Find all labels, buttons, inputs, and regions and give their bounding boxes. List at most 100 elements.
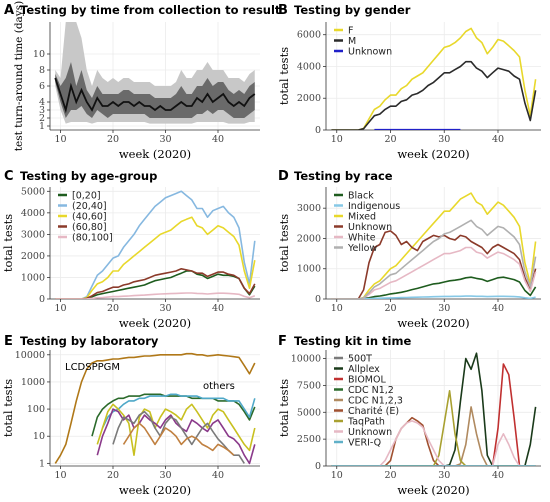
panel-label: B bbox=[278, 3, 288, 18]
plot-marks bbox=[331, 352, 537, 466]
panel-title: Testing by gender bbox=[294, 3, 411, 17]
y-tick-label: 10000 bbox=[15, 350, 45, 361]
x-tick-label: 30 bbox=[159, 303, 171, 314]
legend-label: Black bbox=[348, 191, 374, 202]
y-tick-label: 0 bbox=[39, 294, 45, 305]
panel-title: Testing by race bbox=[294, 169, 393, 183]
panel-title: Testing kit in time bbox=[294, 334, 411, 348]
y-tick-label: 2500 bbox=[297, 434, 321, 445]
plot-marks bbox=[331, 27, 537, 130]
x-axis-label: week (2020) bbox=[397, 316, 469, 330]
series-line-2 bbox=[101, 393, 256, 429]
annotation: LCDSPPGM bbox=[65, 362, 120, 373]
y-axis-label: total tests bbox=[277, 214, 291, 272]
panel-f: F Testing kit in time 10 20 30 40 0 2500 5000 750… bbox=[277, 334, 541, 497]
plot-marks bbox=[331, 192, 537, 299]
legend-label: White bbox=[348, 233, 376, 244]
x-tick-label: 10 bbox=[54, 134, 66, 145]
series-line-4 bbox=[96, 408, 256, 465]
ticks: 10 20 30 40 0 2000 4000 6000 bbox=[297, 30, 504, 145]
y-tick-label: 1000 bbox=[21, 377, 45, 388]
x-axis-label: week (2020) bbox=[119, 483, 191, 497]
legend-label: Unknown bbox=[348, 47, 392, 58]
y-tick-label: 2000 bbox=[297, 93, 321, 104]
y-tick-label: 10 bbox=[33, 49, 45, 60]
x-axis-label: week (2020) bbox=[397, 147, 469, 161]
plot-area bbox=[326, 350, 541, 466]
x-axis-label: week (2020) bbox=[119, 316, 191, 330]
y-axis-label: test turn-around time (days) bbox=[13, 1, 25, 151]
y-tick-label: 2 bbox=[39, 113, 45, 124]
panel-label: A bbox=[4, 3, 14, 18]
y-tick-label: 2000 bbox=[21, 251, 45, 262]
legend: [0,20](20,40](40,60](60,80](80,100] bbox=[58, 191, 113, 244]
panel-b: B Testing by gender 10 20 30 40 0 2000 4000 6000 w… bbox=[277, 3, 541, 161]
x-tick-label: 10 bbox=[54, 470, 66, 481]
x-tick-label: 40 bbox=[212, 470, 224, 481]
x-tick-label: 20 bbox=[384, 134, 396, 145]
x-tick-label: 20 bbox=[107, 303, 119, 314]
legend-label: [0,20] bbox=[72, 191, 101, 202]
y-tick-label: 4 bbox=[39, 97, 45, 108]
y-axis-label: total tests bbox=[277, 47, 291, 105]
series-line-2 bbox=[55, 216, 256, 299]
y-tick-label: 8 bbox=[39, 65, 45, 76]
legend-label: Allplex bbox=[348, 364, 380, 375]
y-axis-label: total tests bbox=[277, 379, 291, 437]
series-line-2 bbox=[331, 363, 536, 466]
y-tick-label: 10 bbox=[33, 431, 45, 442]
series-line-4 bbox=[55, 292, 256, 299]
y-tick-label: 0 bbox=[315, 461, 321, 472]
panel-label: D bbox=[278, 169, 289, 184]
series-line-3 bbox=[96, 403, 256, 456]
y-tick-label: 6000 bbox=[297, 30, 321, 41]
y-tick-label: 4000 bbox=[297, 61, 321, 72]
panel-title: Testing by time from collection to resul… bbox=[20, 3, 281, 17]
panel-title: Testing by laboratory bbox=[20, 334, 159, 348]
panel-label: F bbox=[278, 334, 287, 349]
gridlines bbox=[50, 350, 260, 466]
legend-label: Indigenous bbox=[348, 201, 400, 212]
legend-label: Unknown bbox=[348, 222, 392, 233]
legend-label: Yellow bbox=[347, 243, 377, 254]
panel-a: A Testing by time from collection to resu… bbox=[4, 1, 281, 161]
iqr-band bbox=[55, 62, 255, 118]
median-line bbox=[54, 77, 256, 114]
x-tick-label: 30 bbox=[159, 134, 171, 145]
x-tick-label: 20 bbox=[107, 134, 119, 145]
annotation: others bbox=[203, 381, 235, 392]
plot-marks bbox=[55, 190, 256, 299]
series-line-0 bbox=[54, 352, 256, 464]
x-tick-label: 20 bbox=[384, 470, 396, 481]
x-tick-label: 30 bbox=[438, 470, 450, 481]
y-tick-label: 2000 bbox=[297, 233, 321, 244]
y-tick-label: 1 bbox=[39, 121, 45, 132]
x-tick-label: 10 bbox=[331, 303, 343, 314]
series-line-1 bbox=[331, 295, 536, 299]
legend-label: (20,40] bbox=[72, 201, 107, 212]
series-line-3 bbox=[55, 268, 256, 299]
plot-area bbox=[326, 187, 541, 299]
panel-e: E Testing by laboratory 10 20 30 40 1 10 100 1000… bbox=[1, 334, 260, 497]
y-tick-label: 10000 bbox=[291, 354, 321, 365]
panel-d: D Testing by race 10 20 30 40 0 1000 2000 3000 wee… bbox=[277, 169, 541, 330]
x-tick-label: 10 bbox=[331, 134, 343, 145]
y-tick-label: 1000 bbox=[297, 264, 321, 275]
legend-label: (80,100] bbox=[72, 233, 113, 244]
legend-label: CDC N1,2,3 bbox=[348, 396, 403, 407]
y-tick-label: 3000 bbox=[297, 203, 321, 214]
x-tick-label: 40 bbox=[212, 134, 224, 145]
y-tick-label: 3000 bbox=[21, 229, 45, 240]
legend-label: F bbox=[348, 26, 353, 37]
x-tick-label: 10 bbox=[331, 470, 343, 481]
y-tick-label: 1 bbox=[39, 458, 45, 469]
panel-label: C bbox=[4, 169, 14, 184]
y-tick-label: 0 bbox=[315, 294, 321, 305]
panel-title: Testing by age-group bbox=[20, 169, 157, 183]
series-line-7 bbox=[331, 420, 536, 466]
x-tick-label: 30 bbox=[438, 134, 450, 145]
x-tick-label: 40 bbox=[492, 134, 504, 145]
